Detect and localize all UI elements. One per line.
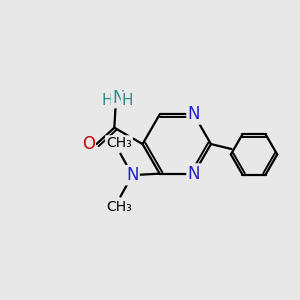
Text: CH₃: CH₃ [106,200,132,214]
Text: N: N [126,166,139,184]
Text: N: N [188,106,200,124]
Text: H: H [102,93,113,108]
Text: H: H [122,93,134,108]
Text: N: N [188,165,200,183]
Text: CH₃: CH₃ [106,136,132,150]
Text: N: N [112,89,124,107]
Text: O: O [82,135,95,153]
